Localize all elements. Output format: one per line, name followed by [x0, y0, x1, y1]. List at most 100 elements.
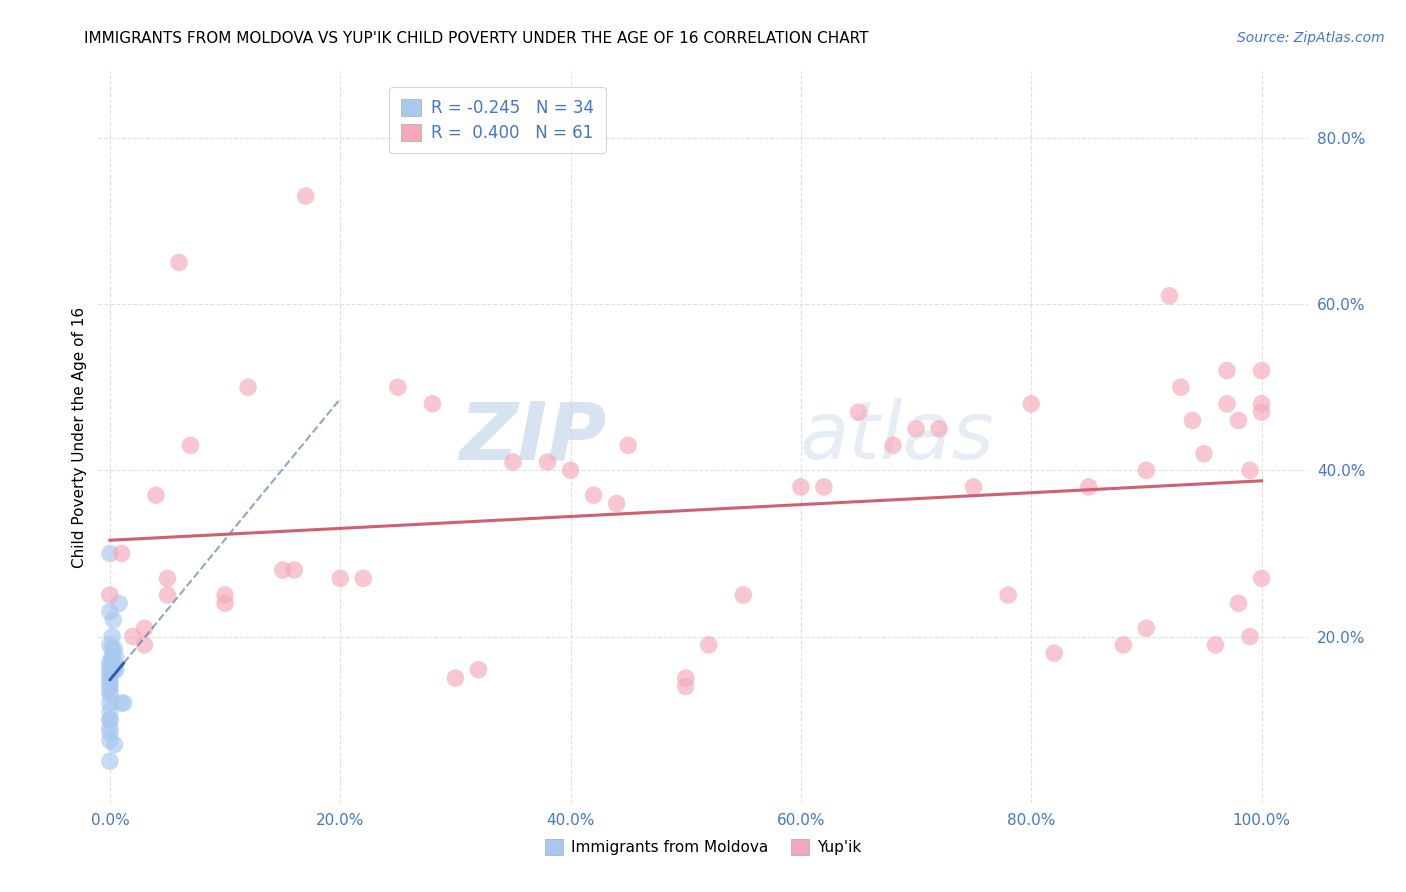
Point: [1204, 638, 1226, 652]
Point: [882, 438, 904, 452]
Point: [1159, 289, 1181, 303]
Point: [214, 596, 236, 610]
Point: [98, 655, 121, 669]
Point: [675, 680, 697, 694]
Point: [1043, 646, 1066, 660]
Point: [101, 650, 124, 665]
Point: [1250, 363, 1272, 377]
Point: [1239, 463, 1261, 477]
Point: [1239, 630, 1261, 644]
Point: [1227, 413, 1250, 427]
Point: [98, 680, 121, 694]
Point: [98, 721, 121, 735]
Point: [536, 455, 558, 469]
Point: [156, 571, 179, 585]
Point: [617, 438, 640, 452]
Text: ZIP: ZIP: [458, 398, 606, 476]
Point: [1227, 596, 1250, 610]
Point: [271, 563, 294, 577]
Point: [1216, 397, 1239, 411]
Point: [98, 696, 121, 710]
Point: [101, 630, 124, 644]
Point: [98, 754, 121, 768]
Point: [110, 696, 132, 710]
Text: atlas: atlas: [800, 398, 994, 476]
Point: [848, 405, 870, 419]
Point: [103, 613, 125, 627]
Point: [104, 663, 127, 677]
Point: [98, 658, 121, 673]
Point: [675, 671, 697, 685]
Point: [582, 488, 605, 502]
Point: [790, 480, 813, 494]
Point: [1250, 571, 1272, 585]
Point: [997, 588, 1019, 602]
Point: [134, 621, 156, 635]
Point: [98, 605, 121, 619]
Point: [928, 422, 950, 436]
Point: [101, 663, 124, 677]
Point: [236, 380, 259, 394]
Point: [103, 642, 125, 657]
Point: [214, 588, 236, 602]
Point: [122, 630, 145, 644]
Point: [112, 696, 135, 710]
Point: [294, 189, 316, 203]
Point: [98, 733, 121, 747]
Point: [98, 671, 121, 685]
Point: [1077, 480, 1099, 494]
Point: [467, 663, 489, 677]
Point: [108, 596, 131, 610]
Point: [104, 650, 127, 665]
Point: [1170, 380, 1192, 394]
Point: [1112, 638, 1135, 652]
Point: [180, 438, 202, 452]
Point: [103, 663, 125, 677]
Point: [329, 571, 352, 585]
Point: [98, 688, 121, 702]
Point: [98, 667, 121, 681]
Point: [905, 422, 928, 436]
Point: [98, 675, 121, 690]
Point: [560, 463, 582, 477]
Point: [813, 480, 835, 494]
Point: [1019, 397, 1042, 411]
Text: Source: ZipAtlas.com: Source: ZipAtlas.com: [1237, 31, 1385, 45]
Y-axis label: Child Poverty Under the Age of 16: Child Poverty Under the Age of 16: [72, 307, 87, 567]
Point: [1135, 621, 1157, 635]
Text: IMMIGRANTS FROM MOLDOVA VS YUP'IK CHILD POVERTY UNDER THE AGE OF 16 CORRELATION : IMMIGRANTS FROM MOLDOVA VS YUP'IK CHILD …: [84, 31, 869, 46]
Point: [145, 488, 167, 502]
Point: [98, 683, 121, 698]
Point: [733, 588, 755, 602]
Point: [444, 671, 467, 685]
Point: [352, 571, 374, 585]
Point: [283, 563, 305, 577]
Point: [387, 380, 409, 394]
Point: [422, 397, 444, 411]
Point: [156, 588, 179, 602]
Point: [103, 738, 125, 752]
Point: [110, 546, 132, 560]
Point: [1192, 447, 1215, 461]
Point: [98, 588, 121, 602]
Point: [1135, 463, 1157, 477]
Point: [98, 546, 121, 560]
Point: [1250, 397, 1272, 411]
Point: [1216, 363, 1239, 377]
Point: [134, 638, 156, 652]
Point: [1250, 405, 1272, 419]
Point: [103, 655, 125, 669]
Point: [962, 480, 984, 494]
Point: [98, 713, 121, 727]
Point: [101, 642, 124, 657]
Point: [98, 638, 121, 652]
Point: [98, 725, 121, 739]
Point: [98, 713, 121, 727]
Point: [606, 497, 628, 511]
Point: [697, 638, 720, 652]
Legend: Immigrants from Moldova, Yup'ik: Immigrants from Moldova, Yup'ik: [538, 833, 868, 861]
Point: [98, 663, 121, 677]
Point: [167, 255, 190, 269]
Point: [98, 705, 121, 719]
Point: [1181, 413, 1204, 427]
